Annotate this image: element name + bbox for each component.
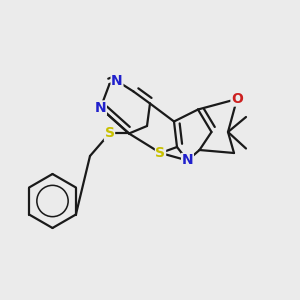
Text: N: N [111,74,123,88]
Text: O: O [231,92,243,106]
Text: S: S [155,146,166,160]
Text: S: S [104,127,115,140]
Text: N: N [95,101,106,115]
Text: N: N [182,154,193,167]
